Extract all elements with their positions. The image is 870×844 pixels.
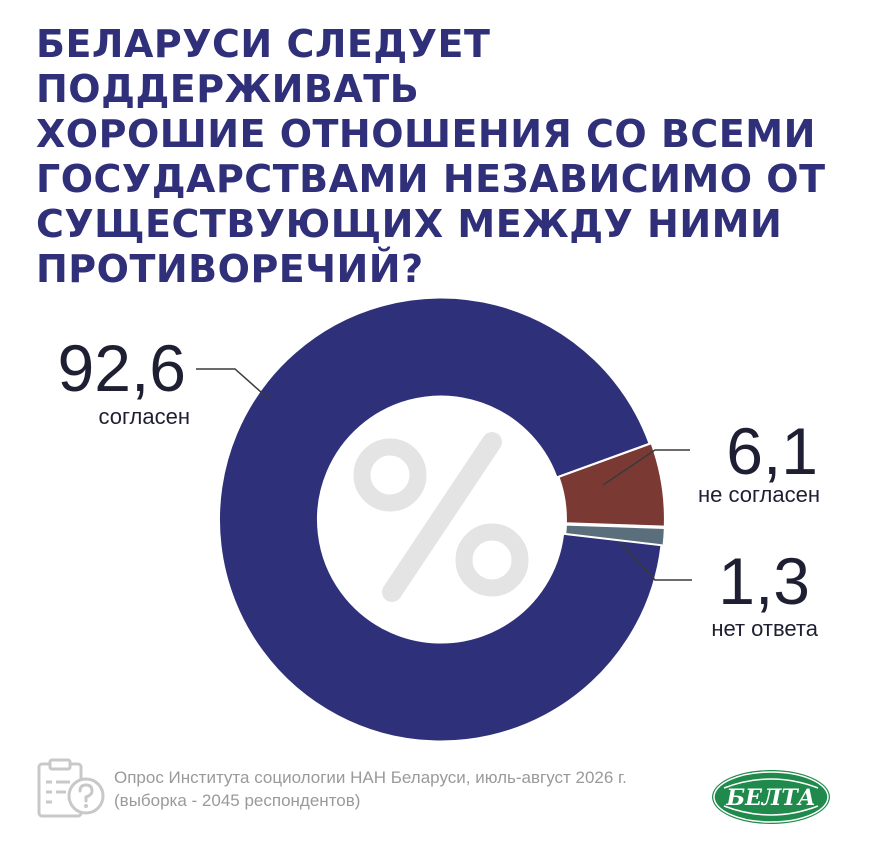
source-note: Опрос Института социологии НАН Беларуси,… [114,766,704,812]
source-line-1: Опрос Института социологии НАН Беларуси,… [114,768,627,787]
donut-slice-disagree [557,441,666,528]
title-line: ГОСУДАРСТВАМИ НЕЗАВИСИМО ОТ [36,157,826,201]
source-line-2: (выборка - 2045 респондентов) [114,791,361,810]
title-line: СУЩЕСТВУЮЩИХ МЕЖДУ НИМИ [36,202,783,246]
leader-line-noanswer [619,541,692,581]
title-line: ПРОТИВОРЕЧИЙ? [36,247,424,291]
donut-slices [218,296,666,743]
title-line: ХОРОШИЕ ОТНОШЕНИЯ СО ВСЕМИ [36,112,816,156]
chart-title: БЕЛАРУСИ СЛЕДУЕТ ПОДДЕРЖИВАТЬ ХОРОШИЕ ОТ… [36,22,856,292]
logo-text: БЕЛТА [725,785,815,811]
title-line: БЕЛАРУСИ СЛЕДУЕТ ПОДДЕРЖИВАТЬ [36,22,491,111]
label-agree: согласен [99,404,190,429]
leader-line-agree [196,368,271,401]
value-disagree: 6,1 [726,414,818,488]
label-disagree: не согласен [698,482,820,507]
donut-slice-agree [218,296,663,743]
clipboard-question-icon [37,758,105,818]
belta-logo: БЕЛТА [712,770,830,824]
value-agree: 92,6 [58,331,186,405]
leader-line-disagree [602,449,690,486]
label-noanswer: нет ответа [711,616,818,641]
percent-symbol [353,432,529,602]
value-noanswer: 1,3 [718,544,810,618]
donut-chart: 92,6 согласен 6,1 не согласен 1,3 нет от… [58,296,820,743]
